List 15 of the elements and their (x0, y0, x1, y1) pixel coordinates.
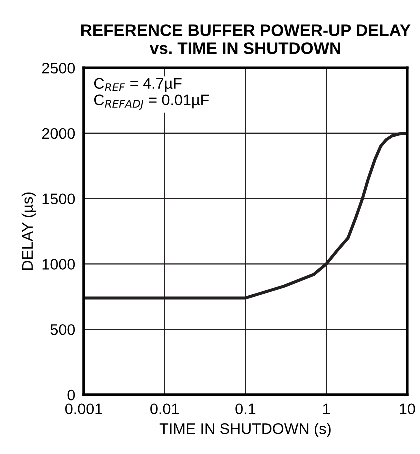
x-axis-title: TIME IN SHUTDOWN (s) (160, 423, 331, 438)
y-tick-label: 2000 (42, 128, 76, 140)
x-tick-label: 0.1 (236, 404, 256, 415)
x-tick-label: 1 (323, 404, 330, 414)
y-tick-label: 1500 (42, 194, 76, 205)
text: C$_{REF}$ = 4.7µF C$_{REFADJ}$ = 0.01µF (94, 78, 210, 110)
y-tick-label: 2500 (42, 62, 76, 74)
y-axis-title: DELAY (µs) (22, 192, 36, 270)
x-tick-label: 0.01 (150, 404, 179, 415)
x-tick-label: 0.001 (65, 404, 102, 415)
x-tick-label: 10 (400, 404, 416, 415)
y-tick-label: 1000 (42, 259, 76, 270)
y-tick-label: 500 (50, 324, 76, 336)
y-tick-label: 0 (68, 390, 76, 401)
chart-title: REFERENCE BUFFER POWER-UP DELAY vs. TIME IN SHUTDOWN (82, 24, 411, 54)
